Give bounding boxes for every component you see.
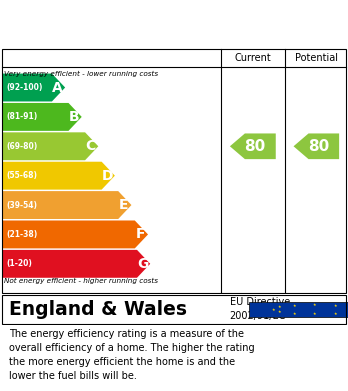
Text: ★: ★ (272, 308, 276, 312)
Polygon shape (3, 250, 150, 278)
Text: (1-20): (1-20) (6, 259, 32, 268)
Text: C: C (86, 139, 96, 153)
Text: F: F (136, 228, 145, 241)
Text: EU Directive
2002/91/EC: EU Directive 2002/91/EC (230, 298, 290, 321)
Text: ★: ★ (334, 303, 337, 308)
Polygon shape (230, 133, 276, 159)
Text: (39-54): (39-54) (6, 201, 37, 210)
Text: (69-80): (69-80) (6, 142, 38, 151)
Polygon shape (293, 133, 339, 159)
Text: ★: ★ (313, 303, 317, 307)
Text: A: A (52, 81, 63, 95)
Text: England & Wales: England & Wales (9, 300, 187, 319)
Text: The energy efficiency rating is a measure of the
overall efficiency of a home. T: The energy efficiency rating is a measur… (9, 328, 254, 380)
Text: B: B (69, 110, 79, 124)
Text: ★: ★ (293, 303, 296, 308)
Text: Potential: Potential (295, 52, 338, 63)
Text: D: D (102, 169, 113, 183)
Polygon shape (3, 103, 82, 131)
Text: ★: ★ (334, 312, 337, 316)
Text: G: G (137, 257, 148, 271)
Text: (21-38): (21-38) (6, 230, 38, 239)
Polygon shape (3, 132, 98, 160)
Text: ★: ★ (278, 305, 281, 309)
Text: Very energy efficient - lower running costs: Very energy efficient - lower running co… (4, 71, 158, 77)
Text: Current: Current (235, 52, 271, 63)
Polygon shape (3, 191, 132, 219)
Bar (249, 302, 348, 317)
Text: Not energy efficient - higher running costs: Not energy efficient - higher running co… (4, 278, 158, 284)
Text: (92-100): (92-100) (6, 83, 43, 92)
Text: ★: ★ (278, 310, 281, 314)
Text: (81-91): (81-91) (6, 112, 38, 121)
Text: (55-68): (55-68) (6, 171, 37, 180)
Text: E: E (119, 198, 128, 212)
Text: ★: ★ (293, 312, 296, 316)
Polygon shape (3, 162, 115, 190)
Text: 80: 80 (308, 139, 329, 154)
Text: 80: 80 (244, 139, 266, 154)
Text: ★: ★ (313, 312, 317, 316)
Polygon shape (3, 221, 148, 248)
Polygon shape (3, 74, 65, 102)
Text: Energy Efficiency Rating: Energy Efficiency Rating (10, 19, 232, 34)
